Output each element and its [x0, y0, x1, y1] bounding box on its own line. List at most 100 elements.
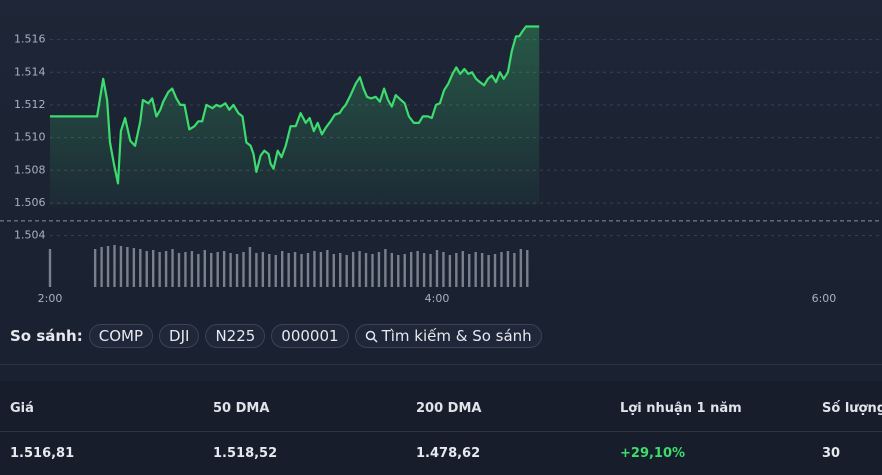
volume-bar [158, 252, 161, 287]
volume-bar [442, 252, 445, 287]
volume-bar [332, 254, 335, 287]
volume-bar [351, 252, 355, 287]
x-tick-label: 4:00 [425, 292, 450, 305]
volume-bar [100, 247, 103, 287]
volume-bar [519, 249, 523, 287]
compare-chip[interactable]: N225 [205, 324, 266, 348]
search-label: Tìm kiếm & So sánh [381, 327, 532, 345]
x-tick-label: 2:00 [38, 292, 63, 305]
volume-bar [177, 253, 181, 287]
header-cell: 200 DMA [416, 401, 482, 416]
volume-bar [371, 254, 374, 287]
volume-bar [106, 246, 110, 287]
volume-bar [448, 255, 452, 287]
search-icon [365, 330, 378, 343]
volume-bar [248, 247, 252, 287]
y-tick-label: 1.510 [14, 131, 46, 144]
volume-bar [474, 252, 477, 287]
y-tick-label: 1.512 [14, 98, 46, 111]
volume-bar [377, 252, 381, 287]
header-cell: Giá [10, 401, 34, 416]
volume-bar [319, 252, 323, 287]
line-area [50, 26, 540, 205]
volume-bar [390, 253, 394, 287]
cell: 1.516,81 [10, 446, 75, 461]
row-divider [0, 431, 882, 432]
cell: 30 [822, 446, 841, 461]
volume-bar [235, 254, 239, 287]
chart: 1.504 1.506 1.508 1.510 1.512 1.514 1.516 2:00 4… [0, 0, 882, 318]
volume-bar [403, 254, 406, 287]
y-tick-label: 1.508 [14, 163, 46, 176]
header-cell: Lợi nhuận 1 năm [620, 401, 742, 416]
volume-bar [500, 252, 503, 287]
volume-bar [339, 253, 342, 287]
volume-bar [190, 251, 194, 287]
header-cell: 50 DMA [213, 401, 270, 416]
volume-bar [280, 251, 284, 287]
volume-bar [468, 254, 471, 287]
x-tick-label: 6:00 [812, 292, 837, 305]
y-tick-label: 1.516 [14, 33, 46, 46]
volume-bar [345, 255, 348, 287]
volume-bar [274, 255, 277, 287]
volume-bar [455, 253, 458, 287]
volume-bar [435, 250, 439, 287]
y-tick-label: 1.506 [14, 196, 46, 209]
header-cell: Số lượng [822, 401, 882, 416]
volume-bar [313, 251, 316, 287]
volume-bar [306, 253, 310, 287]
divider [0, 364, 882, 365]
volume-bar [397, 255, 400, 287]
volume-bar [48, 249, 52, 287]
volume-bar [139, 249, 142, 287]
volume-bar [487, 255, 490, 287]
volume-bar [429, 254, 432, 287]
line [50, 25, 540, 185]
volume-bar [255, 253, 258, 287]
volume-bar [461, 251, 464, 287]
volume-bar [93, 249, 97, 287]
cell: 1.518,52 [213, 446, 278, 461]
volume-bar [526, 250, 529, 287]
volume-bar [506, 251, 510, 287]
volume-bar [171, 249, 174, 287]
compare-chip[interactable]: COMP [88, 324, 154, 348]
volume-bar [119, 246, 123, 287]
volume-bar [261, 252, 265, 287]
volume-bar [287, 253, 290, 287]
volume-bar [229, 253, 232, 287]
volume-bar [151, 250, 155, 287]
stats-table: Giá 50 DMA 200 DMA Lợi nhuận 1 năm Số lư… [0, 381, 882, 475]
volume-bar [203, 250, 206, 287]
volume-bar [184, 252, 187, 287]
volume-bar [197, 254, 200, 287]
volume-bar [358, 251, 361, 287]
volume-bar [409, 252, 413, 287]
compare-chip[interactable]: 000001 [271, 324, 349, 348]
volume-bar [113, 245, 116, 287]
search-button[interactable]: Tìm kiếm & So sánh [354, 324, 542, 348]
volume-bar [210, 253, 213, 287]
volume-bar [364, 253, 368, 287]
volume-bar [145, 251, 148, 287]
volume-bar [422, 253, 426, 287]
volume-bar [293, 252, 297, 287]
volume-bar [480, 253, 484, 287]
volume-bar [268, 254, 271, 287]
volume-bar [132, 248, 136, 287]
volume-bar [242, 252, 245, 287]
cell: +29,10% [620, 446, 686, 461]
y-tick-label: 1.504 [14, 229, 46, 242]
y-tick-label: 1.514 [14, 65, 46, 78]
volume-bar [493, 254, 497, 287]
volume-bar [384, 249, 387, 287]
volume-bar [164, 251, 168, 287]
compare-chip[interactable]: DJI [159, 324, 200, 348]
volume-bar [300, 254, 303, 287]
compare-bar: So sánh: COMP DJI N225 000001 Tìm kiếm &… [10, 323, 542, 349]
volume-bar [126, 247, 129, 287]
volume-bar [513, 253, 516, 287]
volume-bar [416, 251, 419, 287]
